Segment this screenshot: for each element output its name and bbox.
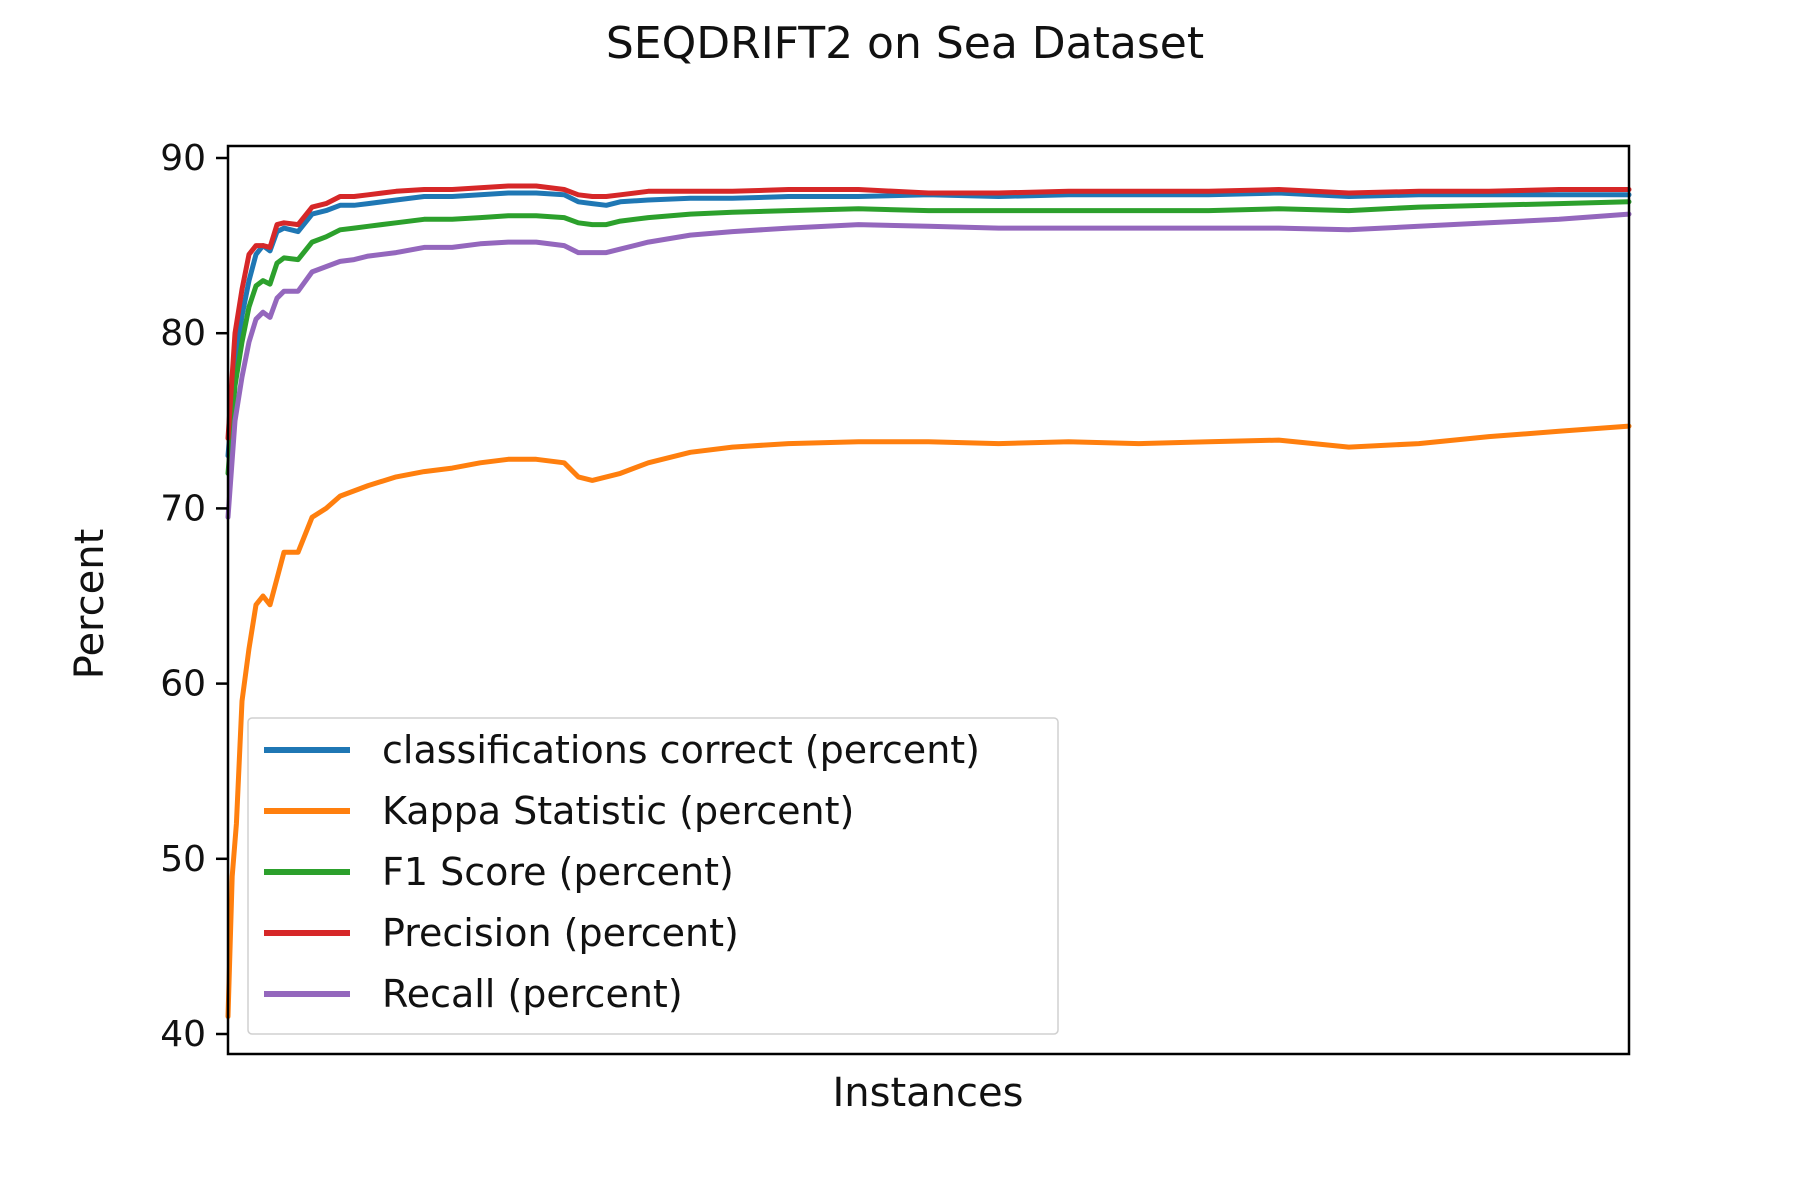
legend-label-3: Precision (percent) xyxy=(382,911,739,955)
series-line-0 xyxy=(225,190,1632,459)
legend-label-0: classifications correct (percent) xyxy=(382,728,980,772)
y-tick-label: 90 xyxy=(160,138,206,179)
legend-label-2: F1 Score (percent) xyxy=(382,850,734,894)
series-layer xyxy=(225,183,1632,1019)
y-tick-label: 70 xyxy=(160,488,206,529)
y-tick-label: 40 xyxy=(160,1014,206,1055)
legend: classifications correct (percent) Kappa S… xyxy=(247,717,1059,1035)
legend-items: classifications correct (percent) Kappa S… xyxy=(264,728,980,1016)
y-axis-ticks: 40 50 60 70 80 90 xyxy=(160,138,228,1055)
series-line-4 xyxy=(225,211,1632,520)
series-line-2 xyxy=(225,199,1632,476)
series-line-3 xyxy=(225,183,1632,441)
x-axis-label: Instances xyxy=(833,1070,1024,1116)
series-line-1 xyxy=(225,423,1632,1019)
chart-title: SEQDRIFT2 on Sea Dataset xyxy=(606,18,1204,69)
plot-frame xyxy=(226,144,1631,1056)
y-tick-label: 80 xyxy=(160,313,206,354)
legend-label-1: Kappa Statistic (percent) xyxy=(382,789,854,833)
legend-box xyxy=(247,717,1059,1035)
y-tick-label: 60 xyxy=(160,664,206,705)
y-tick-label: 50 xyxy=(160,839,206,880)
y-axis-label: Percent xyxy=(67,529,113,680)
legend-label-4: Recall (percent) xyxy=(382,972,683,1016)
